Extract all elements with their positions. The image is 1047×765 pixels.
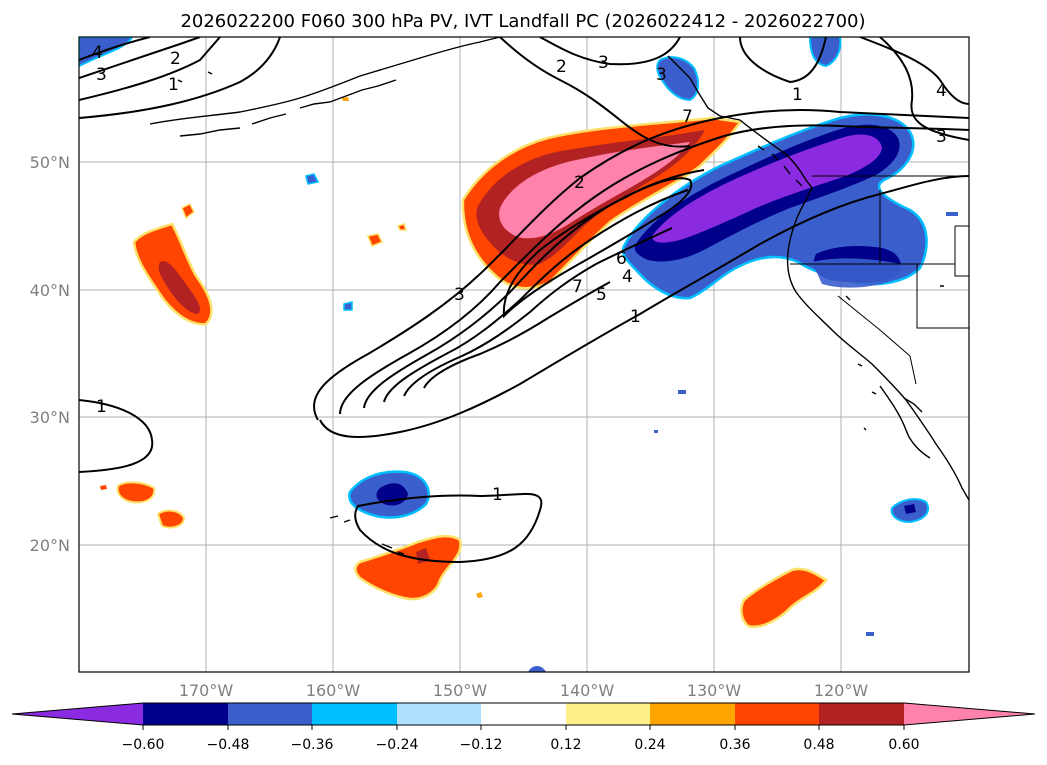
colorbar-segment [650,703,735,725]
contour-label: 6 [616,249,627,269]
colorbar-segment [566,703,650,725]
lon-label-130w: 130°W [687,681,742,700]
colorbar-tick: 0.36 [719,737,750,753]
colorbar-tick: 0.24 [634,737,665,753]
lon-label-120w: 120°W [814,681,869,700]
map-title: 2026022200 F060 300 hPa PV, IVT Landfall… [180,11,865,32]
contour-label: 4 [622,267,633,287]
contour-label: 1 [492,485,503,505]
contour-label: 3 [454,285,465,305]
colorbar-segment [143,703,228,725]
pv-negative-trough [621,113,928,300]
pv-contours [79,37,969,564]
contour-labels: 4 3 2 1 3 2 3 1 4 3 7 2 3 7 5 6 4 1 1 1 [92,43,947,505]
contour-label: 7 [572,277,583,297]
contour-label: 2 [574,173,585,193]
colorbar-segment [228,703,312,725]
contour-label: 3 [656,65,667,85]
colorbar-tick: −0.48 [207,737,250,753]
lat-label-20n: 20°N [30,536,70,555]
contour-label: 3 [96,65,107,85]
colorbar: −0.60 −0.48 −0.36 −0.24 −0.12 0.12 0.24 … [11,702,1036,753]
lon-label-150w: 150°W [433,681,488,700]
lon-label-140w: 140°W [560,681,615,700]
map-frame [78,36,970,673]
contour-label: 3 [936,127,947,147]
colorbar-segment [397,703,481,725]
pv-positive-plume [461,116,743,290]
lat-label-40n: 40°N [30,281,70,300]
contour-label: 4 [936,81,947,101]
lon-label-170w: 170°W [179,681,234,700]
contour-label: 5 [596,285,607,305]
colorbar-tick: 0.48 [803,737,834,753]
contour-label: 1 [168,75,179,95]
contour-label: 2 [170,49,181,69]
colorbar-tick: −0.12 [460,737,503,753]
map-panel: 4 3 2 1 3 2 3 1 4 3 7 2 3 7 5 6 4 1 1 1 [78,36,970,673]
colorbar-tick: 0.12 [550,737,581,753]
contour-label: 1 [630,307,641,327]
colorbar-segment [735,703,819,725]
latitude-labels: 50°N 40°N 30°N 20°N [30,153,70,555]
contour-label: 7 [682,107,693,127]
pv-negative-blobs [79,37,958,672]
lat-label-30n: 30°N [30,408,70,427]
colorbar-segment [819,703,904,725]
colorbar-extend-right [904,703,1035,725]
colorbar-tick: 0.60 [888,737,919,753]
contour-label: 2 [556,57,567,77]
longitude-labels: 170°W 160°W 150°W 140°W 130°W 120°W [179,681,869,700]
colorbar-tick: −0.24 [376,737,419,753]
contour-label: 3 [598,53,609,73]
lon-label-160w: 160°W [306,681,361,700]
political-boundaries [790,175,969,385]
colorbar-segment [312,703,397,725]
contour-label: 1 [96,397,107,417]
colorbar-tick: −0.36 [291,737,334,753]
lat-label-50n: 50°N [30,153,70,172]
contour-label: 4 [92,43,103,63]
colorbar-tick: −0.60 [122,737,165,753]
colorbar-extend-left [12,703,143,725]
contour-label: 1 [792,85,803,105]
coastlines [149,37,969,555]
colorbar-segment [481,703,566,725]
